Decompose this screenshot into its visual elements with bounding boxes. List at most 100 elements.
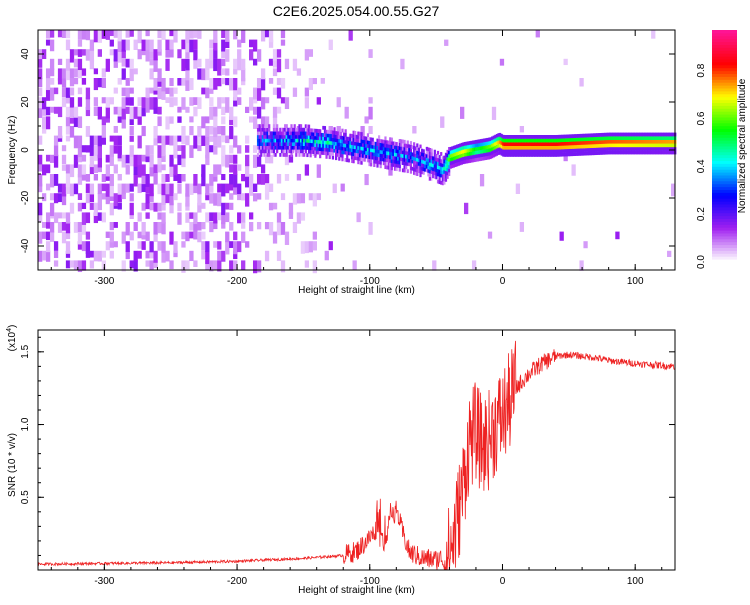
- spectrogram-cell: [252, 106, 258, 115]
- spectrogram-cell: [85, 49, 91, 61]
- spectrogram-track-cell: [581, 151, 585, 156]
- spectrogram-track-cell: [600, 132, 604, 137]
- spectrogram-cell: [61, 183, 67, 197]
- spectrogram-cell: [141, 39, 146, 51]
- spectrogram-track-cell: [358, 146, 362, 151]
- spectrogram-track-cell: [635, 150, 639, 155]
- spectrogram-cell: [109, 135, 114, 142]
- spectrogram-track-cell: [338, 149, 341, 154]
- spectrogram-track-cell: [599, 143, 602, 148]
- spectrogram-track-cell: [561, 138, 564, 143]
- spectrogram-track-cell: [448, 147, 451, 151]
- spectrogram-track-cell: [476, 146, 479, 151]
- spectrogram-track-cell: [314, 128, 317, 133]
- spectrogram-cell: [69, 68, 75, 78]
- spectrogram-track-cell: [666, 139, 669, 144]
- spectrogram-track-cell: [605, 139, 608, 144]
- spectrogram-track-cell: [602, 143, 605, 148]
- spectrogram-track-cell: [495, 148, 499, 153]
- spectrogram-track-cell: [425, 168, 428, 173]
- spectrogram-track-cell: [483, 156, 486, 161]
- spectrogram-track-cell: [309, 128, 312, 133]
- spectrogram-track-cell: [317, 139, 320, 144]
- spectrogram-track-cell: [642, 132, 645, 137]
- spectrogram-cell: [256, 154, 262, 167]
- spectrogram-cell: [69, 183, 75, 197]
- spectrogram-track-cell: [339, 135, 342, 140]
- spectrogram-track-cell: [492, 139, 495, 144]
- spectrogram-cell: [217, 212, 222, 221]
- spectrogram-track-cell: [401, 150, 405, 155]
- spectrogram-cell: [229, 193, 234, 200]
- colorbar: 0.00.20.40.60.8 Normalized spectral ampl…: [696, 30, 748, 269]
- spectrogram-cell: [65, 106, 71, 118]
- spectrogram-track-cell: [492, 153, 495, 158]
- spectrogram-track-cell: [457, 162, 460, 166]
- spectrogram-track-cell: [323, 147, 327, 152]
- spectrogram-track-cell: [621, 150, 624, 155]
- spectrogram-cell: [308, 49, 314, 57]
- spectrogram-track-cell: [667, 150, 671, 155]
- spectrogram-track-cell: [365, 150, 368, 155]
- spectrogram-track-cell: [586, 151, 589, 156]
- spectrogram-cell: [205, 68, 210, 81]
- spectrogram-track-cell: [551, 149, 554, 154]
- spectrogram-cell: [93, 174, 99, 181]
- spectrogram-track-cell: [409, 159, 413, 163]
- spectrogram-cell: [121, 58, 126, 67]
- spectrogram-cell: [193, 49, 198, 61]
- spectrogram-track-cell: [256, 131, 260, 136]
- spectrogram-cell: [241, 193, 246, 201]
- spectrogram-track-cell: [411, 166, 414, 171]
- spectrogram-track-cell: [553, 153, 556, 157]
- spectrogram-track-cell: [473, 140, 476, 145]
- snr-x-tick-label: -200: [227, 576, 247, 587]
- spectrogram-track-cell: [362, 146, 365, 151]
- spectrogram-cell: [117, 106, 122, 116]
- spectrogram-track-cell: [274, 153, 277, 157]
- spectrogram-cell: [77, 164, 83, 178]
- spectrogram-track-cell: [333, 134, 336, 139]
- spectrogram-track-cell: [658, 136, 661, 140]
- spectrogram-track-cell: [532, 145, 535, 150]
- spectrogram-track-cell: [643, 132, 647, 137]
- spectrogram-track-cell: [290, 124, 293, 128]
- spectrogram-track-cell: [505, 149, 508, 154]
- spectrogram-cell: [45, 222, 51, 229]
- spectrogram-track-cell: [296, 149, 299, 154]
- spectrogram-cell: [145, 260, 150, 267]
- spectrogram-track-cell: [360, 160, 363, 165]
- spectrogram-track-cell: [570, 134, 573, 139]
- spectrogram-track-cell: [271, 145, 274, 150]
- spectrogram-cell: [241, 222, 246, 229]
- spectrogram-cell: [268, 222, 274, 236]
- spectrogram-track-cell: [575, 141, 578, 146]
- spectrogram-cell: [252, 260, 258, 274]
- spectrogram-cell: [189, 212, 194, 219]
- colorbar-step: [712, 50, 737, 54]
- spectrogram-cell: [157, 49, 162, 56]
- spectrogram-track-cell: [430, 166, 433, 171]
- spectrogram-track-cell: [290, 142, 293, 146]
- spectrogram-cell: [221, 39, 226, 52]
- spectrogram-track-cell: [366, 133, 370, 138]
- spectrogram-cell: [280, 97, 286, 104]
- spectrogram-cell: [189, 183, 194, 195]
- spectrogram-track-cell: [370, 155, 373, 160]
- spectrogram-track-cell: [427, 165, 430, 170]
- spectrogram-track-cell: [586, 144, 589, 149]
- spectrogram-cell: [173, 97, 178, 106]
- spectrogram-cell: [113, 241, 118, 248]
- spectrogram-cell: [201, 116, 206, 129]
- spectrogram-track-cell: [371, 155, 374, 160]
- spectrogram-track-cell: [494, 152, 497, 157]
- spectrogram-cell: [233, 116, 238, 128]
- spectrogram-cell: [225, 154, 230, 168]
- spectrogram-track-cell: [419, 158, 422, 163]
- spectrogram-track-cell: [468, 141, 471, 145]
- spectrogram-track-cell: [276, 135, 279, 139]
- spectrogram-track-cell: [527, 138, 530, 143]
- spectrogram-cell: [101, 78, 106, 89]
- spectrogram-cell: [129, 145, 134, 157]
